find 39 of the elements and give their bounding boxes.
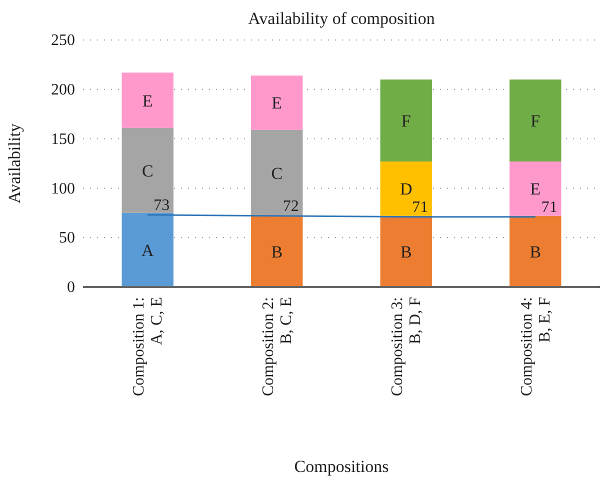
- data-label: B: [530, 242, 542, 262]
- data-label: D: [400, 180, 412, 199]
- bar: [251, 130, 303, 216]
- data-label: 71: [541, 198, 558, 216]
- x-tick-label: Composition 3: B, D, F: [389, 296, 424, 396]
- data-label: F: [401, 112, 411, 131]
- y-tick-label: 0: [67, 279, 75, 296]
- data-label: B: [271, 242, 283, 262]
- bar: [122, 212, 174, 287]
- y-tick-label: 150: [51, 130, 75, 148]
- bar: [510, 80, 562, 162]
- data-label: 71: [412, 198, 428, 216]
- data-label: 72: [282, 198, 299, 215]
- y-tick-label: 200: [51, 82, 75, 99]
- chart-title: Availability of composition: [248, 9, 436, 28]
- y-tick-label: 250: [51, 32, 75, 50]
- x-tick-label: Composition 1: A, C, E: [130, 297, 166, 396]
- bar: [380, 80, 432, 162]
- y-tick-label: 50: [59, 230, 75, 247]
- data-label: C: [271, 164, 283, 183]
- bar: [510, 216, 562, 287]
- data-label: A: [141, 240, 154, 260]
- bar: [380, 162, 432, 216]
- x-tick-label: Composition 4: B, E, F: [518, 296, 554, 396]
- y-tick-label: 100: [51, 180, 75, 198]
- data-label: C: [142, 161, 154, 180]
- bar: [251, 216, 303, 287]
- data-label: F: [530, 112, 540, 131]
- bar: [122, 72, 174, 128]
- bar: [251, 76, 303, 130]
- x-axis-title: Compositions: [294, 457, 389, 476]
- data-label: E: [142, 91, 153, 110]
- data-label: B: [400, 242, 412, 262]
- data-label: E: [530, 180, 541, 199]
- x-tick-label: Composition 2: B, C, E: [260, 297, 295, 396]
- bar: [380, 216, 432, 287]
- y-axis-title: Availability: [5, 123, 24, 204]
- data-label: E: [272, 94, 282, 113]
- data-label: 73: [154, 196, 170, 214]
